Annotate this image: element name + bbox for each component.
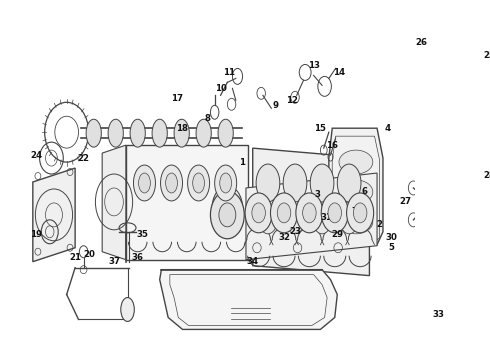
- Text: 14: 14: [333, 68, 345, 77]
- Ellipse shape: [339, 180, 373, 204]
- Ellipse shape: [435, 146, 458, 174]
- Text: 10: 10: [215, 84, 226, 93]
- Polygon shape: [253, 148, 369, 276]
- Text: 26: 26: [416, 38, 428, 47]
- Ellipse shape: [277, 203, 291, 223]
- Ellipse shape: [218, 119, 233, 147]
- Ellipse shape: [139, 173, 150, 193]
- Ellipse shape: [303, 203, 316, 223]
- Polygon shape: [470, 148, 490, 172]
- Polygon shape: [432, 92, 462, 170]
- Polygon shape: [246, 173, 377, 260]
- Ellipse shape: [245, 193, 272, 233]
- Text: 19: 19: [30, 230, 42, 239]
- Ellipse shape: [310, 164, 334, 202]
- Text: 29: 29: [331, 230, 343, 239]
- Text: 32: 32: [278, 233, 290, 242]
- Text: 15: 15: [315, 124, 326, 133]
- Text: 1: 1: [239, 158, 245, 167]
- Ellipse shape: [121, 298, 134, 321]
- Polygon shape: [126, 145, 248, 260]
- Ellipse shape: [286, 206, 304, 234]
- Ellipse shape: [321, 193, 348, 233]
- Ellipse shape: [346, 193, 374, 233]
- Text: 23: 23: [289, 227, 301, 236]
- Ellipse shape: [340, 206, 359, 234]
- Ellipse shape: [328, 203, 342, 223]
- Text: 5: 5: [389, 243, 394, 252]
- Ellipse shape: [152, 119, 167, 147]
- Text: 16: 16: [326, 141, 338, 150]
- Text: 18: 18: [176, 124, 189, 133]
- Text: 34: 34: [246, 257, 259, 266]
- Text: 17: 17: [171, 94, 183, 103]
- Polygon shape: [329, 128, 383, 245]
- Text: 3: 3: [315, 190, 321, 199]
- Ellipse shape: [188, 165, 210, 201]
- Ellipse shape: [270, 193, 297, 233]
- Text: 30: 30: [386, 233, 397, 242]
- Ellipse shape: [130, 119, 146, 147]
- Ellipse shape: [174, 119, 189, 147]
- Text: 11: 11: [223, 68, 235, 77]
- Text: 36: 36: [132, 253, 144, 262]
- Ellipse shape: [220, 173, 232, 193]
- Polygon shape: [33, 168, 75, 262]
- Ellipse shape: [161, 165, 183, 201]
- Text: 24: 24: [30, 150, 42, 159]
- Text: 2: 2: [377, 220, 383, 229]
- Ellipse shape: [337, 164, 361, 202]
- Text: 9: 9: [272, 101, 278, 110]
- Text: 7: 7: [351, 207, 357, 216]
- Text: 6: 6: [361, 188, 368, 197]
- Text: 21: 21: [69, 253, 81, 262]
- Ellipse shape: [196, 119, 211, 147]
- Ellipse shape: [252, 203, 266, 223]
- Ellipse shape: [215, 165, 237, 201]
- Text: 13: 13: [308, 61, 319, 70]
- Text: 31: 31: [320, 213, 332, 222]
- Text: 8: 8: [205, 114, 211, 123]
- Text: 35: 35: [137, 230, 149, 239]
- Text: 28: 28: [484, 171, 490, 180]
- Ellipse shape: [420, 71, 461, 91]
- Text: 4: 4: [385, 124, 391, 133]
- Ellipse shape: [256, 164, 280, 202]
- Polygon shape: [102, 145, 126, 260]
- Ellipse shape: [339, 210, 373, 234]
- Ellipse shape: [353, 203, 367, 223]
- Ellipse shape: [133, 165, 155, 201]
- Ellipse shape: [219, 203, 236, 227]
- Ellipse shape: [86, 119, 101, 147]
- Ellipse shape: [283, 164, 307, 202]
- Text: 37: 37: [109, 257, 121, 266]
- Ellipse shape: [420, 44, 461, 63]
- Text: 33: 33: [433, 310, 445, 319]
- Text: 27: 27: [399, 197, 411, 206]
- Ellipse shape: [296, 193, 323, 233]
- Ellipse shape: [440, 94, 453, 110]
- Ellipse shape: [339, 150, 373, 174]
- Ellipse shape: [210, 191, 245, 239]
- Text: 25: 25: [484, 51, 490, 60]
- Polygon shape: [160, 270, 337, 329]
- Ellipse shape: [313, 206, 331, 234]
- Ellipse shape: [166, 173, 177, 193]
- Text: 20: 20: [84, 250, 96, 259]
- Ellipse shape: [108, 119, 123, 147]
- Bar: [420, 44, 461, 81]
- Text: 12: 12: [287, 96, 298, 105]
- Ellipse shape: [193, 173, 204, 193]
- Ellipse shape: [259, 206, 277, 234]
- Text: 22: 22: [77, 154, 90, 163]
